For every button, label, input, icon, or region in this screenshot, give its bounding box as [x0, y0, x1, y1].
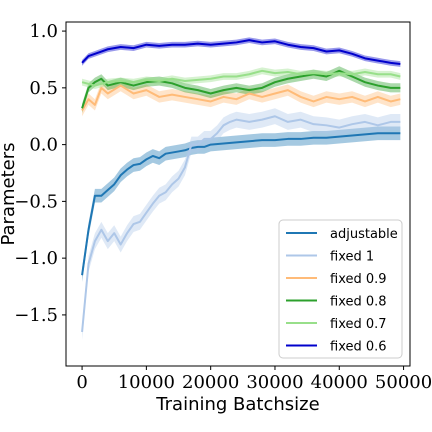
x-tick-label: 50000: [375, 372, 432, 393]
x-axis-label: Training Batchsize: [155, 394, 319, 415]
x-tick-label: 40000: [311, 372, 368, 393]
series-line-fixed-1: [81, 115, 401, 333]
series-line-adjustable: [81, 132, 401, 276]
series-lines: [81, 39, 401, 333]
y-tick-label: 0.5: [29, 78, 58, 99]
plot-frame: [65, 21, 411, 367]
legend-label-adjustable: adjustable: [330, 227, 398, 242]
y-tick-label: −0.5: [14, 191, 58, 212]
legend-label-fixed-1: fixed 1: [330, 250, 374, 265]
legend-label-fixed-0-7: fixed 0.7: [330, 317, 387, 332]
x-tick-label: 10000: [118, 372, 175, 393]
series-line-fixed-0-6: [81, 39, 401, 65]
legend: adjustable fixed 1 fixed 0.9 fixed 0.8 fixed…: [278, 219, 403, 359]
x-tick-label: 30000: [246, 372, 303, 393]
y-tick-label: 0.0: [29, 135, 58, 156]
legend-label-fixed-0-9: fixed 0.9: [330, 272, 387, 287]
legend-label-fixed-0-6: fixed 0.6: [330, 340, 387, 355]
series-line-fixed-0-7: [81, 69, 401, 87]
y-axis-label: Parameters: [0, 142, 19, 245]
x-axis-ticks: 0 10000 20000 30000 40000 50000: [76, 366, 432, 393]
y-tick-label: −1.0: [14, 248, 58, 269]
legend-label-fixed-0-8: fixed 0.8: [330, 295, 387, 310]
y-axis-ticks: −1.5 −1.0 −0.5 0.0 0.5 1.0: [14, 21, 66, 326]
series-line-fixed-0-9: [81, 84, 401, 112]
x-tick-label: 20000: [182, 372, 239, 393]
y-tick-label: −1.5: [14, 305, 58, 326]
x-tick-label: 0: [76, 372, 87, 393]
y-tick-label: 1.0: [29, 21, 58, 42]
